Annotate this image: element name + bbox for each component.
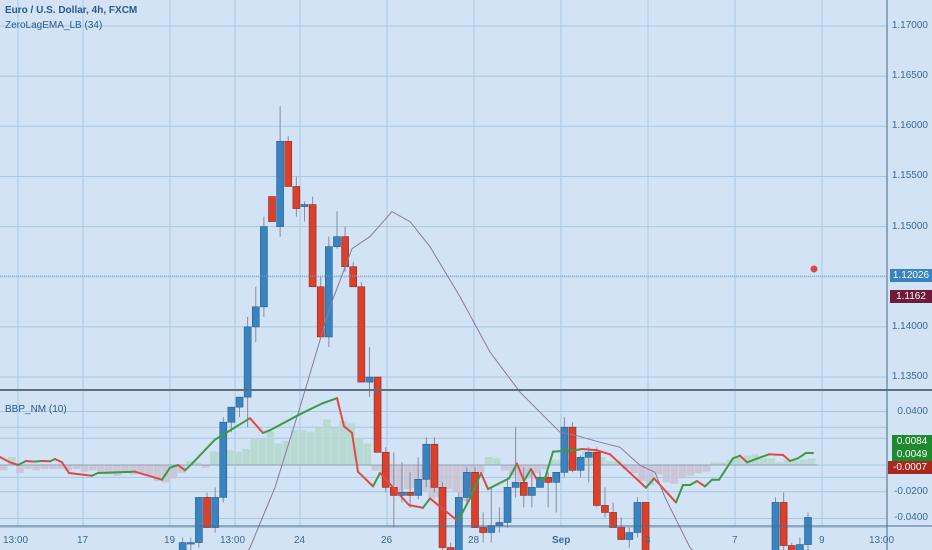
price-tick: 1.13500 (891, 371, 928, 383)
price-tick: 1.17000 (891, 20, 928, 31)
osc-tick: 0.0400 (897, 405, 928, 417)
oscillator-histogram (0, 419, 816, 502)
time-tick: 3 (645, 535, 651, 546)
oscillator-line (0, 397, 814, 523)
ema-value-tag: 1.1162 (890, 290, 932, 303)
time-tick: 28 (468, 535, 480, 546)
osc-tick: -0.0400 (894, 512, 928, 524)
candlestick-series (178, 106, 812, 550)
osc-tag-1: 0.0084 (892, 435, 932, 448)
osc-tag-2: 0.0049 (892, 448, 932, 461)
time-tick: Sep (552, 535, 571, 546)
time-tick: 13:00 (869, 535, 895, 546)
signal-dot (810, 265, 818, 273)
time-tick: 26 (381, 535, 393, 546)
time-tick: 24 (294, 535, 306, 546)
ema-line (247, 210, 694, 550)
price-tick: 1.16500 (891, 70, 928, 82)
price-tick: 1.16000 (891, 120, 928, 132)
time-tick: 19 (164, 535, 176, 546)
last-price-tag: 1.12026 (890, 269, 932, 282)
indicator-legend[interactable]: ZeroLagEMA_LB (34) (5, 20, 103, 31)
time-tick: 17 (77, 535, 89, 546)
time-tick: 7 (732, 535, 738, 546)
price-tick: 1.15500 (891, 170, 928, 182)
symbol-title[interactable]: Euro / U.S. Dollar, 4h, FXCM (5, 5, 138, 16)
osc-tag-3: -0.0007 (888, 461, 932, 474)
oscillator-legend[interactable]: BBP_NM (10) (5, 404, 67, 415)
time-tick: 13:00 (3, 535, 29, 546)
price-tick: 1.14000 (891, 320, 928, 332)
time-tick: 13:00 (220, 535, 246, 546)
price-tick: 1.15000 (891, 220, 928, 232)
osc-tick: -0.0200 (894, 485, 928, 497)
time-tick: 9 (819, 535, 825, 546)
